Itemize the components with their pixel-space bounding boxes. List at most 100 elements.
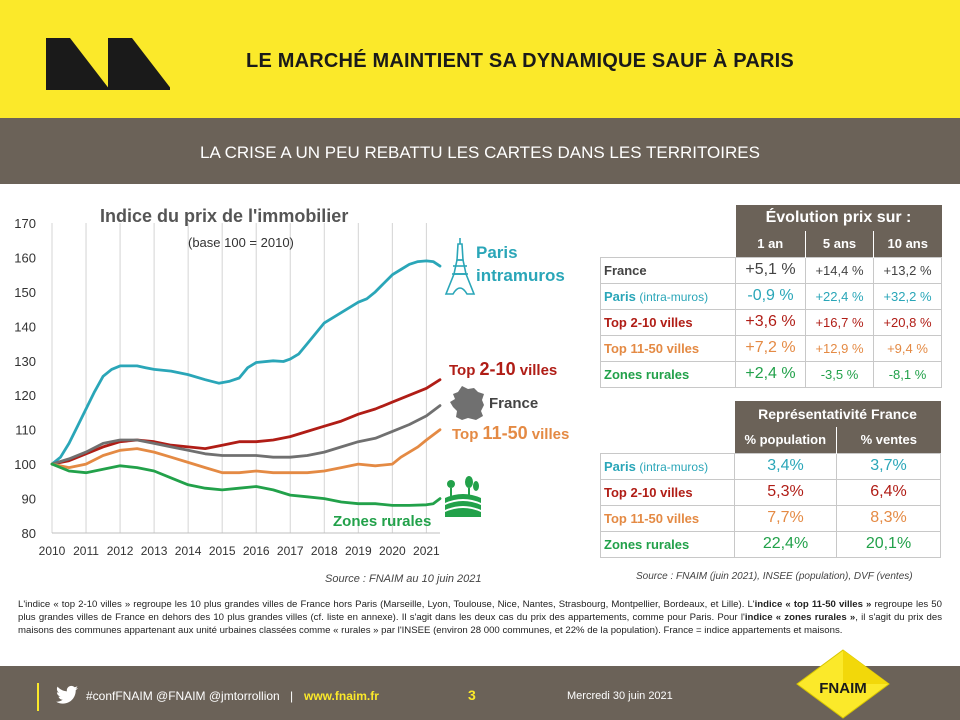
representativity-corner-2: [601, 427, 735, 453]
table-cell: +2,4 %: [735, 360, 806, 388]
row-label-paris: Paris (intra-muros): [600, 452, 735, 480]
evolution-corner: [601, 205, 736, 231]
page-number: 3: [468, 687, 476, 703]
table-row: Top 2-10 villes +3,6 % +16,7 % +20,8 %: [600, 308, 942, 336]
table-cell: -3,5 %: [805, 360, 874, 388]
table-cell: +20,8 %: [873, 308, 942, 336]
table-cell: 6,4%: [836, 478, 941, 506]
fnaim-logo-text: FNAIM: [819, 680, 867, 697]
series-line-4: [50, 462, 442, 507]
y-tick-label: 90: [22, 492, 36, 507]
footer-band: [0, 666, 960, 720]
table-cell: 5,3%: [734, 478, 837, 506]
label-top-2-10-number: 2-10: [479, 359, 516, 379]
y-tick-label: 150: [14, 285, 36, 300]
representativity-col-2: % ventes: [836, 427, 941, 453]
x-tick-label: 2020: [379, 544, 406, 558]
footnote: L'indice « top 2-10 villes » regroupe le…: [18, 598, 942, 637]
row-label-text: Paris: [604, 288, 640, 304]
footer-social: #confFNAIM @FNAIM @jmtorrollion: [86, 689, 280, 703]
x-tick-label: 2019: [345, 544, 372, 558]
chart-source: Source : FNAIM au 10 juin 2021: [325, 573, 482, 585]
y-tick-label: 100: [14, 457, 36, 472]
twitter-icon[interactable]: [56, 685, 78, 705]
table-row: Zones rurales +2,4 % -3,5 % -8,1 %: [600, 360, 942, 388]
row-label-france: France: [600, 256, 736, 284]
header-band: [0, 0, 960, 118]
evolution-col-3: 10 ans: [873, 231, 942, 257]
table-row: Paris (intra-muros) -0,9 % +22,4 % +32,2…: [600, 282, 942, 310]
table-cell: +13,2 %: [873, 256, 942, 284]
row-label-rural: Zones rurales: [600, 530, 735, 558]
table-cell: +9,4 %: [873, 334, 942, 362]
table-cell: +3,6 %: [735, 308, 806, 336]
x-tick-label: 2017: [277, 544, 304, 558]
x-tick-label: 2015: [209, 544, 236, 558]
row-label-top-11-50: Top 11-50 villes: [600, 504, 735, 532]
table-cell: +16,7 %: [805, 308, 874, 336]
table-row: Top 11-50 villes 7,7% 8,3%: [600, 504, 941, 532]
row-label-top-2-10: Top 2-10 villes: [600, 308, 736, 336]
x-tick-label: 2021: [413, 544, 440, 558]
label-top-2-10-suffix: villes: [515, 362, 558, 379]
table-cell: +14,4 %: [805, 256, 874, 284]
footnote-part: L'indice « top 2-10 villes » regroupe le…: [18, 599, 755, 610]
x-tick-label: 2018: [311, 544, 338, 558]
series-line-3: [50, 428, 442, 475]
representativity-corner: [601, 401, 735, 427]
table-cell: 8,3%: [836, 504, 941, 532]
row-label-paris: Paris (intra-muros): [600, 282, 736, 310]
table-cell: +22,4 %: [805, 282, 874, 310]
eiffel-tower-icon: [444, 238, 476, 295]
x-tick-label: 2011: [73, 544, 99, 558]
label-paris-line2: intramuros: [476, 266, 565, 285]
x-tick-label: 2010: [39, 544, 66, 558]
label-top-11-50: Top 11-50 villes: [452, 423, 569, 444]
label-paris-line1: Paris: [476, 243, 518, 262]
label-france: France: [489, 395, 539, 412]
y-tick-label: 170: [14, 216, 36, 231]
table-row: France +5,1 % +14,4 % +13,2 %: [600, 256, 942, 284]
evolution-col-1: 1 an: [735, 231, 806, 257]
y-tick-label: 110: [15, 423, 36, 438]
label-top-11-50-number: 11-50: [482, 423, 528, 443]
table-cell: 3,7%: [836, 452, 941, 480]
footer-website-link[interactable]: www.fnaim.fr: [304, 689, 379, 703]
france-map-icon: [450, 386, 484, 420]
evolution-corner-2: [601, 231, 736, 257]
footer-accent-bar: [37, 683, 39, 711]
table-cell: +7,2 %: [735, 334, 806, 362]
price-index-chart: 80 90 100 110 120 130 140 150 160 170 2010 2011 2012…: [14, 216, 442, 558]
x-tick-label: 2012: [107, 544, 134, 558]
row-label-text: Top 11-50 villes: [604, 510, 700, 526]
table-row: Top 2-10 villes 5,3% 6,4%: [600, 478, 941, 506]
table-row: Paris (intra-muros) 3,4% 3,7%: [600, 452, 941, 480]
y-tick-label: 130: [14, 354, 36, 369]
series-line-0: [50, 259, 442, 466]
label-top-11-50-suffix: villes: [527, 426, 570, 443]
y-tick-label: 80: [22, 526, 36, 541]
table-cell: +32,2 %: [873, 282, 942, 310]
row-label-top-2-10: Top 2-10 villes: [600, 478, 735, 506]
x-tick-label: 2016: [243, 544, 270, 558]
table-row: Zones rurales 22,4% 20,1%: [600, 530, 941, 558]
table-cell: -0,9 %: [735, 282, 806, 310]
representativity-table: Représentativité France % population % v…: [600, 401, 941, 558]
row-label-top-11-50: Top 11-50 villes: [600, 334, 736, 362]
table-cell: +5,1 %: [735, 256, 806, 284]
table-cell: +12,9 %: [805, 334, 874, 362]
subtitle-band: [0, 118, 960, 184]
evolution-title: Évolution prix sur :: [735, 205, 942, 231]
tables-source: Source : FNAIM (juin 2021), INSEE (popul…: [636, 571, 913, 582]
y-tick-label: 140: [14, 319, 36, 334]
footnote-part: regroupe les 50 plus grandes villes de F…: [18, 599, 942, 623]
y-tick-label: 120: [14, 388, 36, 403]
page-title: LE MARCHÉ MAINTIENT SA DYNAMIQUE SAUF À …: [246, 50, 794, 72]
table-row: Top 11-50 villes +7,2 % +12,9 % +9,4 %: [600, 334, 942, 362]
footnote-bold: indice « top 11-50 villes »: [754, 599, 872, 610]
label-paris: Paris intramuros: [476, 241, 565, 287]
row-label-text: Zones rurales: [604, 366, 690, 382]
row-label-text: Paris: [604, 458, 640, 474]
label-top-2-10-prefix: Top: [449, 362, 480, 379]
footnote-bold: indice « zones rurales »: [744, 612, 856, 623]
